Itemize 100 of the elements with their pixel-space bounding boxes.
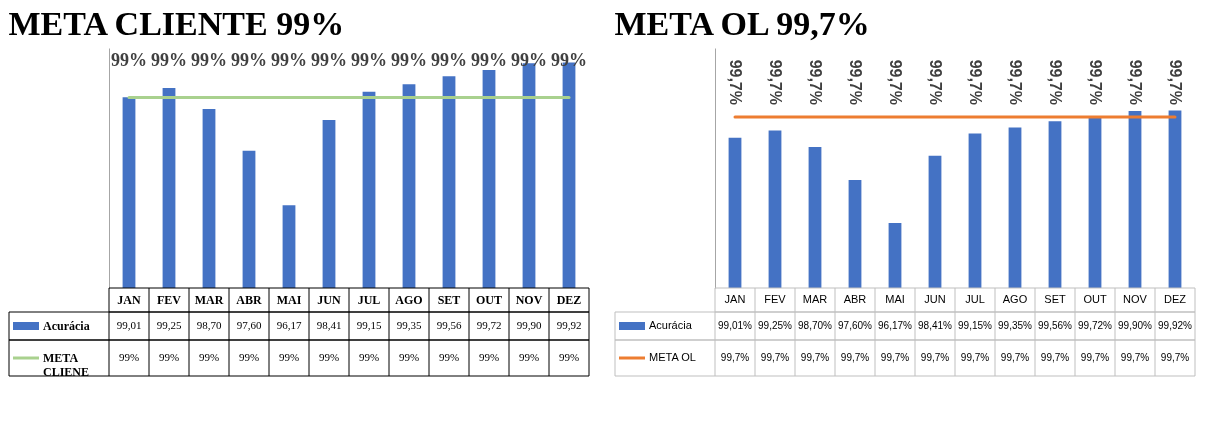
text: 99,7% [847, 59, 864, 105]
x-tick-label: DEZ [1164, 293, 1187, 305]
data-label: 97,60 [236, 319, 262, 331]
data-label: 99% [358, 351, 380, 363]
data-label: 97,60% [838, 320, 873, 331]
text: 99% [151, 49, 187, 70]
data-label: 99,7% [920, 352, 950, 363]
data-label: 99,7% [720, 352, 750, 363]
text: 99,7% [727, 59, 744, 105]
legend-label: Acurácia [43, 319, 90, 333]
data-label: 99,15 [356, 319, 382, 331]
text: 99,7% [1047, 59, 1064, 105]
x-tick-label: FEV [764, 293, 787, 305]
text: 99% [511, 49, 547, 70]
data-label: 99% [438, 351, 460, 363]
data-label: 99% [558, 351, 580, 363]
text: 99% [471, 49, 507, 70]
data-label: 99,92% [1158, 320, 1193, 331]
data-label: 99,7% [760, 352, 790, 363]
data-label: 99% [398, 351, 420, 363]
chart-title: META OL 99,7% [614, 5, 870, 42]
data-label: 99,72 [476, 319, 502, 331]
text: 99% [111, 49, 147, 70]
x-tick-label: JUL [965, 293, 985, 305]
x-tick-label: OUT [1083, 293, 1107, 305]
data-label: 99,01% [718, 320, 753, 331]
x-tick-label: MAI [276, 293, 302, 307]
data-label: 99% [158, 351, 180, 363]
x-tick-label: SET [1044, 293, 1066, 305]
data-label: 98,41 [316, 319, 342, 331]
x-tick-label: JUN [317, 293, 341, 307]
data-label: 99,01 [116, 319, 142, 331]
data-label: 99,7% [1080, 352, 1110, 363]
data-label: 98,70% [798, 320, 833, 331]
x-tick-label: SET [437, 293, 461, 307]
text: 99,7% [1087, 59, 1104, 105]
x-tick-label: MAR [802, 293, 828, 305]
legend-label: Acurácia [649, 319, 693, 331]
data-label: 99% [518, 351, 540, 363]
text: 99% [551, 49, 587, 70]
data-label: 99,15% [958, 320, 993, 331]
data-label: 99,7% [1160, 352, 1190, 363]
data-label: 99,25 [156, 319, 182, 331]
text: 99,7% [1007, 59, 1024, 105]
data-label: 99,7% [1040, 352, 1070, 363]
text: 99,7% [927, 59, 944, 105]
text: 99,7% [807, 59, 824, 105]
text: 99,7% [967, 59, 984, 105]
x-tick-label: ABR [843, 293, 867, 305]
text: 99% [311, 49, 347, 70]
data-label: 99,7% [840, 352, 870, 363]
x-tick-label: MAI [885, 293, 905, 305]
x-tick-label: OUT [475, 293, 503, 307]
x-tick-label: AGO [395, 293, 423, 307]
x-tick-label: AGO [1002, 293, 1028, 305]
data-label: 99,25% [758, 320, 793, 331]
data-label: 99,7% [960, 352, 990, 363]
text: 99% [391, 49, 427, 70]
data-label: 96,17 [276, 319, 302, 331]
data-label: 99,35 [396, 319, 422, 331]
data-label: 99,7% [1120, 352, 1150, 363]
x-tick-label: JUN [924, 293, 946, 305]
data-label: 99,90% [1118, 320, 1153, 331]
text: 99% [191, 49, 227, 70]
x-tick-label: FEV [157, 293, 182, 307]
data-label: 99,7% [1000, 352, 1030, 363]
data-label: 99,56% [1038, 320, 1073, 331]
text: 99% [231, 49, 267, 70]
x-tick-label: JAN [117, 293, 141, 307]
text: 99% [431, 49, 467, 70]
x-tick-label: ABR [236, 293, 262, 307]
legend-label: META OL [649, 351, 696, 363]
data-label: 99,56 [436, 319, 462, 331]
data-label: 99% [478, 351, 500, 363]
legend-label: META CLIENE [43, 351, 90, 379]
data-label: 98,70 [196, 319, 222, 331]
text: 99,7% [1167, 59, 1184, 105]
data-label: 99,7% [800, 352, 830, 363]
data-label: 96,17% [878, 320, 913, 331]
text: 99% [271, 49, 307, 70]
text: 99,7% [1127, 59, 1144, 105]
x-tick-label: JAN [724, 293, 746, 305]
data-label: 99% [118, 351, 140, 363]
x-tick-label: DEZ [556, 293, 582, 307]
data-label: 99,92 [556, 319, 582, 331]
data-label: 98,41% [918, 320, 953, 331]
data-label: 99% [238, 351, 260, 363]
text: 99% [351, 49, 387, 70]
text: 99,7% [887, 59, 904, 105]
data-label: 99% [318, 351, 340, 363]
text: 99,7% [767, 59, 784, 105]
data-label: 99% [278, 351, 300, 363]
data-label: 99,7% [880, 352, 910, 363]
chart-title: META CLIENTE 99% [8, 5, 345, 42]
data-label: 99,90 [516, 319, 542, 331]
data-label: 99% [198, 351, 220, 363]
x-tick-label: MAR [194, 293, 224, 307]
data-label: 99,72% [1078, 320, 1113, 331]
x-tick-label: NOV [515, 293, 543, 307]
x-tick-label: NOV [1123, 293, 1148, 305]
